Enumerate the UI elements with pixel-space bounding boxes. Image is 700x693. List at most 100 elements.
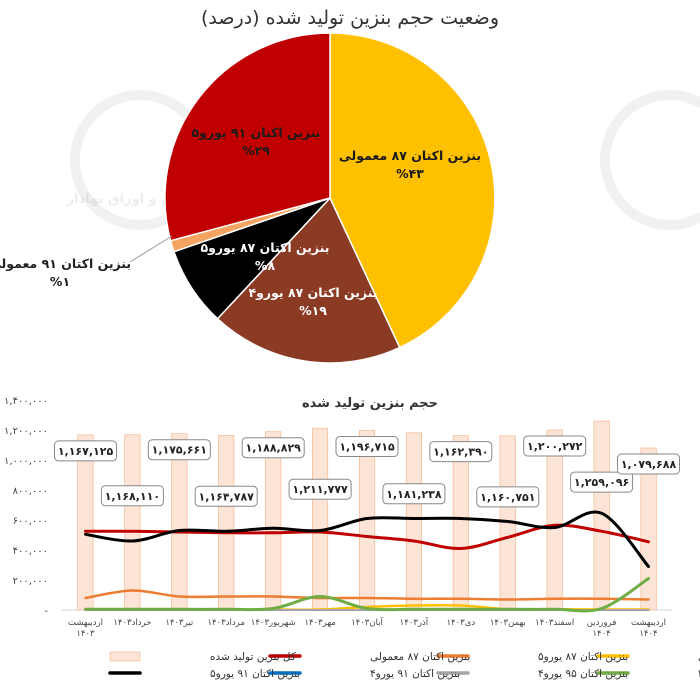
- x-tick-label: آذر۱۴۰۳: [400, 616, 429, 628]
- bar-data-label-box: [241, 437, 305, 459]
- combo-chart-title: حجم بنزین تولید شده: [302, 396, 438, 411]
- pie-slice-label: بنزین اکتان ۸۷ یورو۴: [248, 285, 377, 300]
- legend-item: کل بنزین تولید شده: [109, 651, 296, 663]
- x-tick-label: اردیبهشت: [68, 618, 103, 628]
- x-tick-label: مرداد۱۴۰۳: [207, 618, 244, 628]
- legend-label: بنزین اکتان ۹۱ یورو۵: [210, 668, 300, 680]
- bar-data-label: ۱,۱۸۱,۲۳۸: [382, 483, 446, 505]
- y-tick-label: ۴۰۰,۰۰۰: [13, 546, 48, 557]
- y-tick-label: ۱,۰۰۰,۰۰۰: [4, 456, 48, 467]
- bar-data-label: ۱,۱۶۲,۳۹۰: [429, 441, 493, 463]
- x-tick-label: خرداد۱۴۰۳: [113, 618, 151, 628]
- pie-slice-percent: %۱: [50, 274, 70, 289]
- bar-data-label: ۱,۱۶۰,۷۵۱: [476, 486, 540, 508]
- legend-item: بنزین اکتان ۸۷ معمولی: [268, 651, 470, 663]
- x-tick-label: تیر۱۴۰۳: [165, 618, 194, 628]
- bar-data-label-box: [617, 453, 680, 475]
- bar-data-label-text: ۱,۲۰۰,۲۷۲: [527, 440, 583, 453]
- y-tick-label: -: [44, 606, 48, 617]
- legend-label: بنزین اکتان ۹۵ یورو۴: [538, 668, 628, 680]
- legend-swatch: [109, 651, 141, 662]
- y-tick-label: ۱,۲۰۰,۰۰۰: [4, 426, 48, 437]
- legend-label: بنزین اکتان ۸۷ یورو۵: [538, 651, 628, 663]
- legend-label: بنزین اکتان ۸۷ یورو۴: [698, 668, 700, 680]
- chart-legend: بنزین اکتان ۹۱ معمولی بنزین اکتان ۸۷ یورو…: [108, 651, 700, 680]
- legend-label: بنزین اکتان ۹۱ معمولی: [698, 651, 700, 663]
- legend-item: بنزین اکتان ۹۵ یورو۴: [436, 668, 628, 680]
- y-tick-label: ۸۰۰,۰۰۰: [13, 486, 48, 497]
- pie-slice-percent: %۱۹: [299, 303, 327, 318]
- bar-data-label: ۱,۲۵۹,۰۹۶: [570, 471, 634, 493]
- pie-slice-label: بنزین اکتان ۸۷ معمولی: [339, 148, 481, 163]
- bar-total: [546, 429, 563, 611]
- x-tick-label: آبان۱۴۰۳: [351, 616, 383, 628]
- bar-total: [218, 434, 235, 611]
- bar-total: [311, 427, 329, 611]
- legend-item: بنزین اکتان ۹۱ معمولی: [596, 651, 700, 663]
- bar-total: [124, 434, 141, 611]
- series-line: [84, 577, 650, 613]
- bar-data-label-box: [382, 483, 446, 505]
- bar-data-label-text: ۱,۱۶۴,۷۸۷: [199, 490, 255, 503]
- bar-data-label: ۱,۱۸۸,۸۲۹: [241, 437, 305, 459]
- bar-data-label-box: [100, 485, 164, 507]
- bar-data-label: ۱,۱۶۴,۷۸۷: [194, 485, 258, 507]
- bar-data-label-box: [147, 439, 211, 461]
- pie-slice-percent: %۴۳: [396, 166, 424, 181]
- bar-data-label-text: ۱,۱۶۸,۱۱۰: [105, 490, 160, 503]
- bar-data-label-box: [335, 436, 399, 457]
- bar-data-label-text: ۱,۱۶۲,۳۹۰: [433, 446, 488, 459]
- x-tick-label: ۱۴۰۴: [592, 629, 610, 639]
- bar-data-label-text: ۱,۱۶۰,۷۵۱: [480, 491, 535, 504]
- pie-chart: بنزین اکتان ۸۷ معمولی %۴۳ بنزین اکتان ۸۷ ی…: [0, 32, 496, 364]
- y-tick-label: ۶۰۰,۰۰۰: [13, 516, 48, 527]
- bar-data-label-text: ۱,۲۵۹,۰۹۶: [574, 476, 629, 489]
- y-tick-label: ۱,۴۰۰,۰۰۰: [4, 396, 48, 407]
- bar-data-label-box: [570, 471, 634, 493]
- pie-slice-label: بنزین اکتان ۹۱ یورو۵: [191, 125, 320, 140]
- legend-item: بنزین اکتان ۹۱ یورو۴: [268, 668, 460, 680]
- bar-data-label-text: ۱,۲۱۱,۷۷۷: [292, 483, 348, 496]
- x-tick-label: اسفند۱۴۰۳: [535, 618, 574, 628]
- legend-label: بنزین اکتان ۸۷ معمولی: [370, 651, 470, 663]
- x-tick-label: مهر۱۴۰۳: [304, 618, 335, 628]
- x-tick-label: بهمن۱۴۰۳: [490, 618, 526, 628]
- bar-data-label-box: [429, 441, 493, 463]
- bar-data-label-box: [54, 440, 117, 462]
- legend-item: بنزین اکتان ۹۱ یورو۵: [108, 668, 300, 680]
- bar-total: [265, 431, 282, 611]
- pie-slice-label: بنزین اکتان ۸۷ یورو۵: [200, 240, 329, 255]
- bar-data-label: ۱,۱۹۶,۷۱۵: [335, 436, 399, 457]
- bar-data-label-box: [523, 435, 587, 457]
- bar-data-label-text: ۱,۱۷۵,۶۶۱: [152, 444, 207, 457]
- y-tick-label: ۲۰۰,۰۰۰: [13, 576, 48, 587]
- series-line: [84, 589, 650, 601]
- legend-label: کل بنزین تولید شده: [210, 651, 296, 663]
- x-tick-label: اردیبهشت: [631, 618, 666, 628]
- bar-data-label: ۱,۲۰۰,۲۷۲: [523, 435, 587, 457]
- pie-slice-percent: %۸: [255, 258, 276, 273]
- bar-data-label-box: [194, 485, 258, 507]
- bar-data-label: ۱,۱۶۷,۱۲۵: [54, 440, 117, 462]
- pie-slice: [329, 32, 496, 349]
- combo-chart: حجم بنزین تولید شده - ۲۰۰,۰۰۰ ۴۰۰,۰۰۰ ۶۰۰,۰۰…: [4, 396, 700, 680]
- x-tick-label: ۱۴۰۴: [639, 629, 657, 639]
- x-tick-label: دی۱۴۰۳: [446, 618, 475, 628]
- pie-title: وضعیت حجم بنزین تولید شده (درصد): [201, 7, 499, 29]
- legend-label: بنزین اکتان ۹۱ یورو۴: [370, 668, 460, 680]
- pie-slice-percent: %۲۹: [242, 143, 270, 158]
- bar-data-label-text: ۱,۱۸۱,۲۳۸: [386, 488, 442, 501]
- bar-data-label-text: ۱,۱۶۷,۱۲۵: [58, 445, 114, 458]
- x-tick-label: شهریور۱۴۰۳: [251, 618, 296, 628]
- legend-item: بنزین اکتان ۸۷ یورو۵: [436, 651, 628, 663]
- bar-total: [405, 432, 423, 611]
- bar-data-label: ۱,۲۱۱,۷۷۷: [288, 478, 352, 500]
- legend-item: بنزین اکتان ۸۷ یورو۴: [596, 668, 700, 680]
- x-tick-label: ۱۴۰۳: [76, 629, 95, 639]
- x-tick-label: فروردین: [587, 618, 617, 628]
- pie-slice: [164, 32, 331, 242]
- bar-data-label-text: ۱,۱۸۸,۸۲۹: [246, 442, 302, 455]
- bar-data-label: ۱,۰۷۹,۶۸۸: [617, 453, 680, 475]
- pie-leader-line: [129, 235, 173, 263]
